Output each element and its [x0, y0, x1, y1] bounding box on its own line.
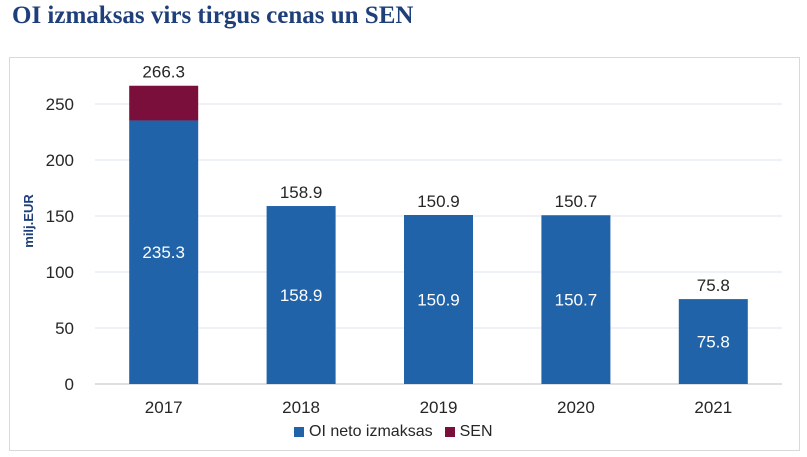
total-data-label: 150.7 [555, 192, 598, 211]
bar-oi-neto [678, 299, 748, 384]
legend-label-sen: SEN [459, 423, 493, 440]
chart-legend: OI neto izmaksas SEN [294, 423, 505, 441]
bar-data-label: 150.7 [555, 291, 598, 310]
legend-item-oi-neto-izmaksas: OI neto izmaksas [294, 423, 433, 441]
bar-oi-neto [266, 206, 336, 384]
y-tick-label: 250 [46, 95, 74, 114]
legend-swatch-oi-neto-izmaksas [294, 427, 304, 437]
legend-swatch-sen [444, 427, 455, 437]
total-data-label: 75.8 [697, 276, 730, 295]
bar-oi-neto [129, 120, 199, 385]
total-data-label: 266.3 [142, 63, 185, 82]
page-title: OI izmaksas virs tirgus cenas un SEN [12, 2, 414, 29]
y-tick-label: 50 [55, 319, 74, 338]
bar-oi-neto [541, 215, 611, 384]
legend-label-oi-neto-izmaksas: OI neto izmaksas [309, 423, 433, 440]
x-tick-label: 2017 [145, 398, 183, 417]
x-tick-label: 2018 [282, 398, 320, 417]
y-tick-label: 200 [46, 151, 74, 170]
bar-oi-neto [404, 214, 473, 384]
y-tick-label: 150 [46, 207, 74, 226]
bar-data-label: 235.3 [142, 243, 185, 262]
bar-sen [129, 85, 199, 121]
x-tick-label: 2019 [420, 398, 458, 417]
y-tick-label: 100 [46, 263, 74, 282]
legend-item-sen: SEN [444, 423, 493, 441]
bar-data-label: 158.9 [280, 286, 323, 305]
bar-data-label: 150.9 [417, 290, 460, 309]
total-data-label: 158.9 [280, 183, 323, 202]
y-tick-label: 0 [65, 375, 74, 394]
x-tick-label: 2021 [694, 398, 732, 417]
x-tick-label: 2020 [557, 398, 595, 417]
total-data-label: 150.9 [417, 192, 460, 211]
bar-data-label: 75.8 [697, 333, 730, 352]
y-axis-label: milj.EUR [21, 194, 36, 248]
